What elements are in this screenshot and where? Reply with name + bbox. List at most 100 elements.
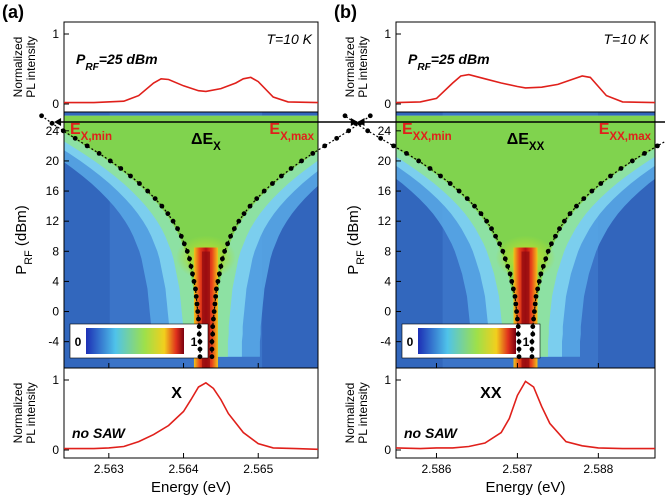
emin-point (178, 233, 184, 239)
emin-point (378, 135, 384, 141)
emax-label-main: E (269, 121, 280, 138)
bottom-ylabel-line: PL intensity (24, 382, 38, 444)
emax-point (561, 218, 567, 224)
colorbar-max-label: 1 (523, 335, 530, 349)
emin-point (507, 271, 513, 277)
map-ytick-label: 12 (378, 214, 392, 228)
emin-point (195, 309, 201, 314)
delta-label-main: ΔE (191, 131, 214, 148)
emax-point (532, 301, 538, 307)
emin-point (196, 324, 202, 329)
emin-point (342, 113, 348, 119)
top-power-label-sub: RF (417, 62, 431, 73)
top-power-label: PRF=25 dBm (76, 51, 158, 73)
emin-point (438, 173, 443, 179)
emin-point (512, 294, 518, 299)
top-power-label-main: P (76, 51, 86, 67)
emin-point (128, 173, 133, 179)
map-ylabel-sub: RF (355, 250, 367, 265)
emax-point (216, 271, 222, 277)
emax-point (236, 218, 242, 224)
colorbar-min-label: 0 (407, 335, 414, 349)
emax-point (270, 181, 275, 186)
emax-point (533, 294, 539, 299)
emax-point (367, 113, 373, 119)
map-ytick-label: 20 (46, 154, 60, 168)
map-ytick-label: 4 (52, 274, 59, 288)
emin-point (170, 218, 176, 224)
envelope-emin-line (41, 115, 201, 357)
no-saw-label: no SAW (72, 425, 127, 441)
emax-point (346, 128, 352, 134)
emin-label-main: E (402, 121, 413, 138)
emin-point (190, 271, 195, 277)
no-saw-label: no SAW (404, 425, 459, 441)
map-ylabel-main: P (13, 265, 30, 275)
bottom-ytick-label: 1 (384, 373, 391, 387)
emin-point (184, 248, 190, 254)
colorbar (418, 328, 516, 354)
emax-point (531, 316, 536, 322)
emax-point (618, 166, 624, 171)
emax-label-main: E (599, 121, 610, 138)
emin-point (516, 354, 522, 360)
delta-label-sub: XX (529, 141, 545, 153)
emin-point (175, 226, 180, 232)
emax-point (210, 324, 216, 329)
emax-point (598, 181, 604, 186)
emax-point (549, 241, 554, 247)
emax-point (212, 301, 218, 307)
emax-point (557, 226, 562, 232)
top-ylabel: NormalizedPL intensity (343, 36, 370, 98)
xtick-label: 2.563 (94, 462, 124, 476)
top-power-label-sub: RF (85, 62, 99, 73)
emin-point (193, 286, 198, 292)
emin-point (49, 120, 55, 126)
bottom-frame (63, 367, 319, 459)
emax-point (222, 248, 228, 254)
emin-point (510, 286, 516, 292)
heatmap-layers (64, 112, 318, 368)
delta-arrowhead-left (54, 118, 62, 126)
emax-point (310, 151, 316, 156)
emax-point (334, 135, 340, 141)
emax-point (629, 158, 635, 164)
emin-point (472, 203, 477, 209)
emax-point (529, 339, 535, 345)
map-ytick-label: 16 (378, 184, 392, 198)
top-ytick-label: 0 (384, 97, 391, 111)
map-ytick-label: 24 (46, 124, 60, 138)
emin-point (515, 324, 521, 329)
emax-point (225, 241, 231, 247)
heatmap-core-center (201, 251, 210, 368)
emin-point (39, 113, 44, 119)
emax-point (532, 309, 537, 314)
map-ylabel-sub: RF (23, 250, 35, 265)
emin-point (191, 279, 197, 284)
emax-point (574, 203, 579, 209)
emin-point (197, 339, 203, 345)
bottom-peak-label: X (171, 385, 182, 402)
delta-arrowhead-left (357, 118, 365, 126)
emax-point (228, 233, 233, 239)
emax-point (540, 263, 546, 269)
emin-point (513, 301, 519, 307)
emin-point (353, 120, 358, 126)
emin-point (159, 203, 165, 209)
map-ytick-label: 20 (378, 154, 392, 168)
colorbar (86, 328, 184, 354)
emax-point (529, 346, 535, 352)
emax-point (209, 354, 215, 360)
emin-point (196, 331, 202, 337)
panel-label: (a) (2, 2, 24, 22)
heatmap (64, 112, 318, 368)
emax-point (213, 294, 219, 299)
emax-point (608, 173, 613, 179)
delta-label-sub: X (213, 141, 221, 153)
bottom-ylabel-line: Normalized (343, 383, 357, 444)
top-ylabel-line: Normalized (11, 37, 25, 98)
panel-label: (b) (334, 2, 357, 22)
emax-point (254, 196, 260, 201)
xlabel: Energy (eV) (151, 479, 231, 496)
top-ylabel-line: PL intensity (356, 36, 370, 98)
